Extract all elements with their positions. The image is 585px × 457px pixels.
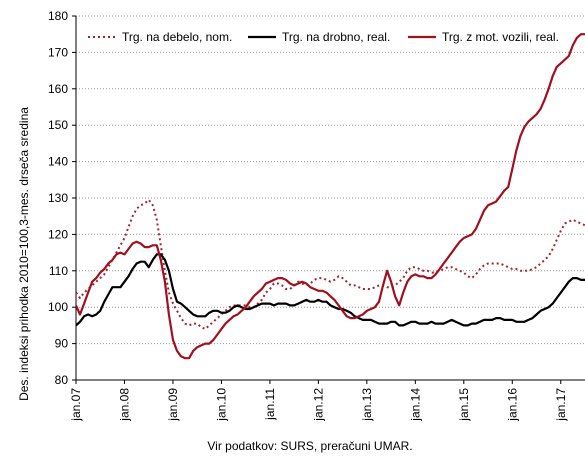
- x-tick-label: jan.16: [505, 388, 519, 422]
- x-tick-label: jan.11: [263, 388, 277, 421]
- y-tick-label: 90: [55, 337, 69, 351]
- y-tick-label: 110: [49, 264, 68, 278]
- series-line-2: [76, 253, 585, 327]
- y-tick-label: 180: [48, 9, 68, 23]
- x-tick-label: jan.09: [166, 388, 180, 422]
- x-tick-label: jan.12: [311, 388, 325, 422]
- y-axis-title: Des. indeksi prihodka 2010=100,3-mes. dr…: [17, 107, 31, 401]
- y-tick-label: 150: [48, 118, 68, 132]
- series-layer: [76, 33, 585, 360]
- x-tick-label: jan.10: [214, 388, 228, 422]
- legend-label-3: Trg. z mot. vozili, real.: [442, 30, 559, 44]
- x-tick-label: jan.14: [408, 388, 422, 422]
- y-tick-label: 140: [48, 155, 68, 169]
- y-tick-label: 80: [55, 373, 69, 387]
- x-tick-label: jan.15: [457, 388, 471, 422]
- legend-label-1: Trg. na debelo, nom.: [122, 30, 232, 44]
- y-tick-label: 130: [48, 191, 68, 205]
- x-tick-label: jan.17: [554, 388, 568, 422]
- x-tick-label: jan.07: [69, 388, 83, 422]
- source-note: Vir podatkov: SURS, preračuni UMAR.: [207, 439, 412, 453]
- x-tick-label: jan.13: [360, 388, 374, 422]
- legend-label-2: Trg. na drobno, real.: [282, 30, 390, 44]
- x-axis: jan.07 jan.08 jan.09 jan.10 jan.11 jan.12 jan.…: [69, 379, 585, 422]
- y-tick-label: 100: [48, 300, 68, 314]
- grid-lines: [76, 15, 585, 345]
- y-tick-label: 170: [48, 45, 68, 59]
- y-axis: 80 90 100 110 120 130 140 150 160 170 180: [48, 9, 77, 387]
- y-tick-label: 160: [48, 82, 68, 96]
- x-tick-label: jan.08: [117, 388, 131, 422]
- series-line-1: [76, 198, 585, 330]
- y-tick-label: 120: [48, 227, 68, 241]
- legend: Trg. na debelo, nom. Trg. na drobno, real…: [88, 30, 559, 44]
- series-line-3: [76, 33, 585, 360]
